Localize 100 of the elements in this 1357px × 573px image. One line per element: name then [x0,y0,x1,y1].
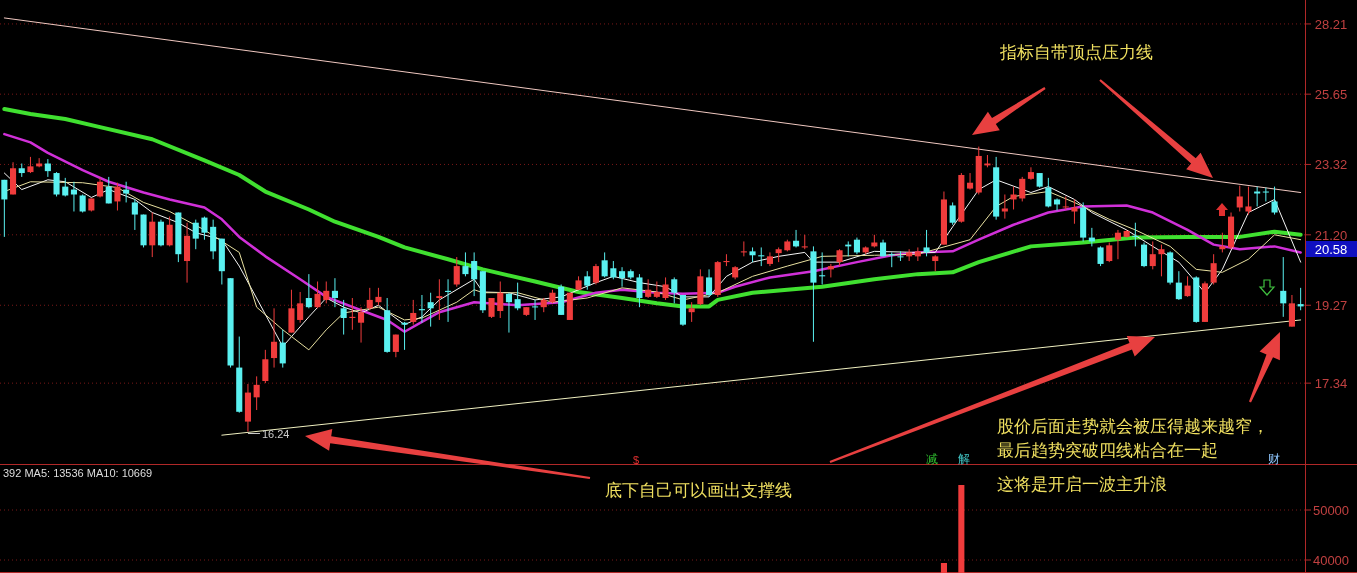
candlestick [1158,244,1165,277]
candlestick [123,181,130,203]
candlestick [131,198,138,231]
annotation: 财 [1268,452,1280,466]
candlestick [1062,195,1069,210]
candlestick [505,292,512,334]
candlestick [297,291,304,324]
candlestick [201,216,208,241]
candlestick [688,301,695,323]
candlestick [827,263,834,278]
candlestick [1010,186,1017,210]
candlestick [1097,245,1104,267]
y-tick-label: 28.21 [1314,16,1348,32]
candlestick [619,266,626,288]
candlestick [314,281,321,309]
candlestick [1114,229,1121,260]
y-tick-label: 19.27 [1314,298,1348,314]
candlestick [1236,185,1243,212]
candlestick [279,329,286,369]
candlestick [1001,193,1008,220]
candlestick [1027,166,1034,181]
annotation: 最后趋势突破四线粘合在一起 [997,441,1218,460]
candlestick [706,268,713,298]
candlestick [592,263,599,285]
candlestick [305,273,312,309]
candlestick [497,281,504,319]
annotation: 这将是开启一波主升浪 [997,475,1167,494]
candlestick [967,172,974,191]
candlestick [1,179,8,238]
candlestick [1245,186,1252,216]
candlestick [436,278,443,321]
candlestick [1184,275,1191,298]
y-tick-label: 40000 [1312,553,1350,568]
annotation: 底下自己可以画出支撑线 [605,481,792,500]
candlestick [1175,270,1182,301]
candlestick [1254,186,1261,207]
candlestick [401,321,408,351]
candlestick [949,201,956,226]
candlestick [97,177,104,198]
line-series [2,106,1303,309]
candlestick [1132,222,1139,247]
annotation: 解 [958,452,970,466]
annotation: 392 MA5: 13536 MA10: 10669 [3,467,153,479]
candlestick [471,251,478,297]
candlestick [532,299,539,321]
candlestick [192,219,199,250]
candlestick [1141,242,1148,268]
candlestick [1149,240,1156,270]
candlestick [1106,242,1113,263]
annotation: $ [633,454,640,466]
annotation: 股价后面走势就会被压得越来越窄， [997,417,1269,436]
candlestick [44,158,51,178]
candlestick [149,212,156,258]
candlestick [584,270,591,291]
candlestick [53,171,60,197]
y-tick-label: 23.32 [1314,157,1348,173]
candlestick [601,251,608,278]
candlestick [262,349,269,384]
annotation: 16.24 [261,427,290,440]
candlestick [427,292,434,328]
candlestick [1210,253,1217,285]
candlestick [1271,186,1278,216]
annotation: 减 [926,452,938,466]
candlestick [1071,198,1078,225]
annotation: 指标自带顶点压力线 [999,43,1153,62]
candlestick [271,307,278,369]
candlestick [645,278,652,299]
candlestick [636,273,643,308]
candlestick [1262,187,1269,202]
candlestick [358,306,365,344]
candlestick [1045,177,1052,208]
candlestick [340,299,347,336]
candlestick [671,276,678,304]
candlestick [610,260,617,280]
candlestick [488,297,495,319]
candlestick [166,216,173,247]
y-tick-label: 50000 [1312,503,1350,518]
candlestick [114,182,121,211]
candlestick [157,219,164,247]
y-tick-label: 25.65 [1314,87,1348,103]
candlestick [662,276,669,301]
candlestick [79,193,86,214]
candlestick [897,250,904,262]
line-series [3,132,1302,334]
candlestick [1054,197,1061,211]
candlestick [801,234,808,250]
candlestick [653,281,660,299]
candlestick [453,256,460,288]
candlestick [410,299,417,326]
candlestick [331,277,338,308]
candlestick [462,251,469,277]
y-tick-label: 21.20 [1314,227,1348,243]
candlestick [1280,256,1287,318]
text: 20.58 [1314,242,1348,257]
candlestick [923,229,930,257]
candlestick [1288,294,1295,328]
candlestick [105,176,112,204]
candlestick [1219,232,1226,253]
candlestick [253,375,260,411]
candlestick [323,281,330,304]
